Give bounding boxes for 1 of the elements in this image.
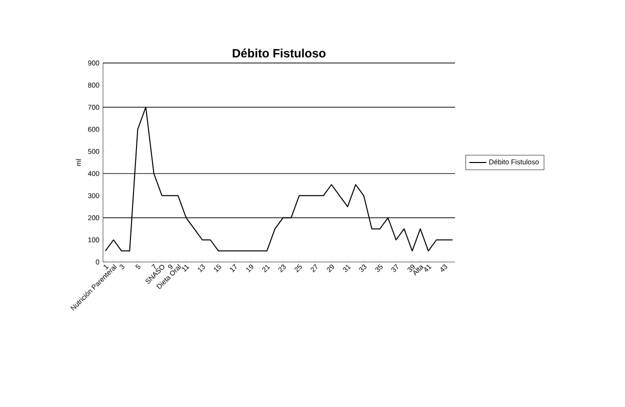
- chart-title: Débito Fistuloso: [232, 48, 326, 58]
